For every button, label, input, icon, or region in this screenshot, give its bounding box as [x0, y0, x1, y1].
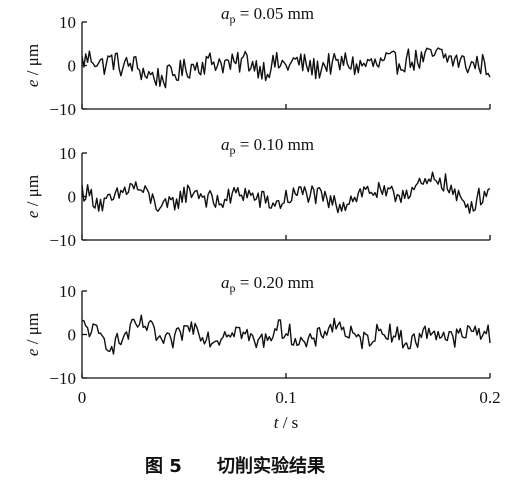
- x-axis-label: t / s: [274, 413, 299, 432]
- series-line-1: [81, 47, 491, 89]
- y-tick-label: −10: [49, 369, 76, 388]
- chart-panel-1: 10 0 −10 e / μm ap = 0.05 mm: [23, 4, 491, 119]
- y-tick-label: 10: [59, 144, 76, 163]
- y-axis-label: e / μm: [23, 175, 42, 218]
- figure-number: 图 5: [145, 456, 182, 477]
- series-line-3: [81, 314, 491, 355]
- panel-title: ap = 0.10 mm: [221, 135, 314, 157]
- y-tick-label: −10: [49, 100, 76, 119]
- chart-panel-2: 10 0 −10 e / μm ap = 0.10 mm: [23, 135, 491, 250]
- y-tick-label: −10: [49, 231, 76, 250]
- figure-caption: 切削实验结果: [217, 455, 326, 477]
- y-axis-label: e / μm: [23, 44, 42, 87]
- series-line-2: [81, 171, 491, 214]
- y-tick-label: 0: [68, 57, 77, 76]
- y-tick-label: 10: [59, 13, 76, 32]
- x-tick-label: 0.1: [275, 388, 296, 407]
- y-tick-label: 0: [68, 326, 77, 345]
- panel-title: ap = 0.05 mm: [221, 4, 314, 26]
- y-axis-label: e / μm: [23, 313, 42, 356]
- x-tick-label: 0.2: [479, 388, 500, 407]
- y-tick-label: 10: [59, 282, 76, 301]
- y-tick-label: 0: [68, 188, 77, 207]
- panel-title: ap = 0.20 mm: [221, 273, 314, 295]
- x-tick-label: 0: [78, 388, 87, 407]
